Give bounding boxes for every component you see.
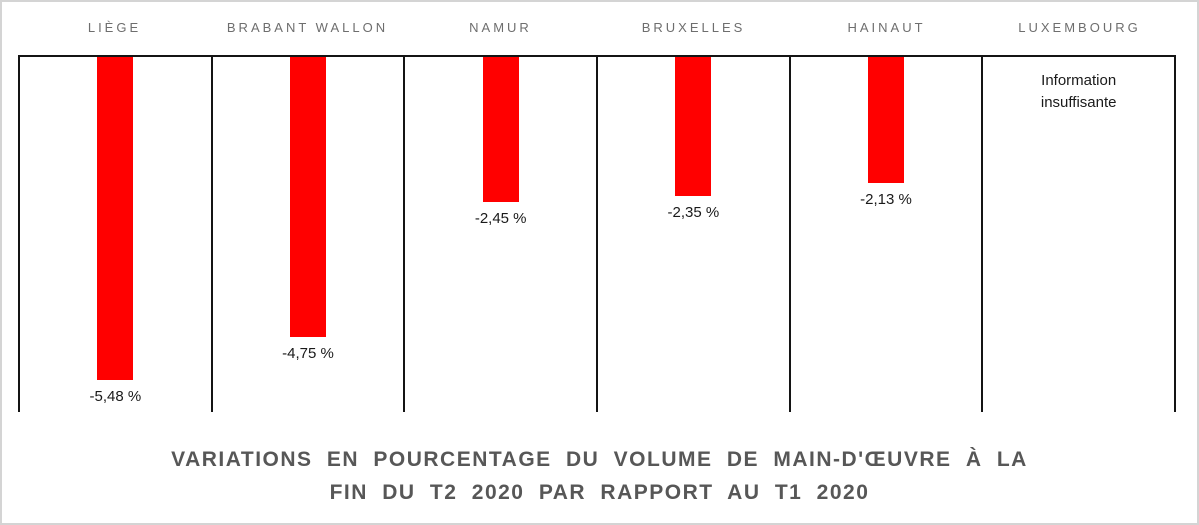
- bar-value-label-hainaut: -2,13 %: [860, 191, 912, 208]
- bar-hainaut: [868, 57, 905, 183]
- chart-title: VARIATIONS EN POURCENTAGE DU VOLUME DE M…: [2, 443, 1197, 509]
- panel-bruxelles: -2,35 %: [598, 57, 791, 412]
- bar-namur: [482, 57, 519, 202]
- no-data-note: Information insuffisante: [1040, 72, 1117, 111]
- chart-title-line-2: FIN DU T2 2020 PAR RAPPORT AU T1 2020: [329, 481, 870, 504]
- chart-title-line-1: VARIATIONS EN POURCENTAGE DU VOLUME DE M…: [171, 448, 1028, 471]
- panel-namur: -2,45 %: [405, 57, 599, 412]
- bar-value-label-brabant-wallon: -4,75 %: [282, 345, 334, 362]
- bar-brabant-wallon: [290, 57, 326, 337]
- bar-value-label-namur: -2,45 %: [474, 210, 527, 227]
- plot-area: -5,48 % -4,75 % -2,45 % -2,35 % -2,13 % …: [18, 55, 1176, 412]
- category-header-row: LIÈGE BRABANT WALLON NAMUR BRUXELLES HAI…: [18, 20, 1176, 35]
- panel-brabant-wallon: -4,75 %: [213, 57, 406, 412]
- column-header-bruxelles: BRUXELLES: [641, 20, 746, 35]
- column-header-namur: NAMUR: [469, 20, 532, 35]
- panel-liege: -5,48 %: [20, 57, 213, 412]
- bar-liege: [97, 57, 134, 380]
- panel-hainaut: -2,13 %: [791, 57, 984, 412]
- column-header-hainaut: HAINAUT: [847, 20, 926, 35]
- column-header-brabant-wallon: BRABANT WALLON: [226, 20, 389, 35]
- panel-luxembourg: Information insuffisante: [983, 57, 1174, 412]
- bar-value-label-liege: -5,48 %: [89, 388, 142, 405]
- column-header-luxembourg: LUXEMBOURG: [1018, 20, 1141, 35]
- bar-value-label-bruxelles: -2,35 %: [667, 204, 720, 221]
- column-header-liege: LIÈGE: [87, 20, 142, 35]
- bar-bruxelles: [675, 57, 712, 196]
